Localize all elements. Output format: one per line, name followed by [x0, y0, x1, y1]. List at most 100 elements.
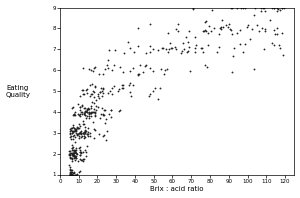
- Point: [77, 130, 82, 134]
- X-axis label: Brix : acid ratio: Brix : acid ratio: [150, 187, 204, 192]
- Point: [278, 47, 282, 50]
- Point: [75, 153, 80, 156]
- Point: [82, 148, 87, 152]
- Point: [74, 157, 78, 160]
- Point: [262, 28, 267, 31]
- Point: [67, 156, 72, 159]
- Point: [68, 153, 72, 156]
- Point: [74, 152, 79, 155]
- Point: [128, 46, 132, 49]
- Point: [158, 67, 163, 70]
- Point: [85, 107, 89, 110]
- Point: [73, 128, 78, 131]
- Point: [73, 130, 77, 133]
- Point: [72, 155, 77, 158]
- Point: [167, 48, 172, 51]
- Point: [104, 63, 109, 67]
- Point: [96, 93, 100, 96]
- Point: [92, 110, 97, 114]
- Point: [176, 30, 180, 33]
- Point: [80, 110, 85, 113]
- Point: [74, 133, 79, 136]
- Point: [88, 131, 93, 134]
- Point: [68, 127, 73, 130]
- Point: [85, 87, 90, 90]
- Point: [69, 152, 74, 155]
- Point: [84, 132, 89, 135]
- Point: [201, 50, 206, 53]
- Point: [274, 10, 279, 13]
- Point: [74, 127, 79, 130]
- Point: [71, 106, 76, 109]
- Point: [103, 68, 107, 71]
- Point: [67, 149, 72, 152]
- Point: [91, 91, 96, 94]
- Point: [92, 129, 97, 132]
- Point: [92, 85, 97, 88]
- Point: [67, 151, 72, 154]
- Point: [70, 135, 75, 138]
- Point: [95, 95, 100, 98]
- Point: [82, 107, 87, 110]
- Point: [78, 146, 83, 149]
- Point: [193, 35, 198, 38]
- Point: [81, 119, 86, 123]
- Point: [78, 170, 82, 173]
- Point: [119, 83, 124, 86]
- Point: [136, 27, 141, 30]
- Point: [130, 67, 135, 70]
- Point: [214, 51, 219, 54]
- Point: [83, 129, 88, 132]
- Point: [80, 131, 85, 134]
- Point: [81, 93, 86, 96]
- Point: [107, 113, 112, 116]
- Point: [91, 120, 96, 123]
- Point: [82, 106, 86, 109]
- Point: [94, 108, 98, 111]
- Point: [199, 47, 204, 50]
- Point: [110, 92, 115, 95]
- Point: [91, 101, 96, 104]
- Point: [142, 65, 147, 68]
- Point: [71, 155, 76, 158]
- Point: [212, 26, 217, 30]
- Point: [100, 107, 105, 110]
- Point: [100, 72, 105, 75]
- Point: [277, 8, 282, 11]
- Point: [104, 129, 109, 132]
- Point: [70, 131, 75, 135]
- Point: [79, 150, 84, 153]
- Point: [83, 89, 88, 92]
- Point: [92, 111, 97, 115]
- Point: [148, 44, 153, 47]
- Point: [274, 27, 279, 30]
- Point: [73, 146, 78, 149]
- Point: [92, 110, 97, 113]
- Point: [73, 173, 77, 176]
- Point: [68, 172, 73, 176]
- Point: [77, 127, 82, 130]
- Point: [219, 19, 224, 22]
- Point: [70, 152, 75, 155]
- Point: [73, 135, 77, 138]
- Point: [158, 86, 162, 89]
- Point: [78, 125, 83, 128]
- Point: [117, 87, 122, 90]
- Point: [67, 153, 72, 156]
- Point: [72, 151, 77, 154]
- Point: [87, 116, 92, 119]
- Point: [68, 129, 73, 132]
- Point: [113, 49, 118, 52]
- Point: [81, 157, 85, 160]
- Point: [69, 170, 74, 173]
- Point: [217, 27, 222, 30]
- Point: [73, 141, 77, 144]
- Point: [68, 168, 72, 171]
- Point: [79, 132, 83, 135]
- Y-axis label: Eating
Quality: Eating Quality: [5, 85, 30, 98]
- Point: [81, 132, 85, 135]
- Point: [120, 70, 125, 73]
- Point: [72, 148, 76, 151]
- Point: [70, 154, 75, 157]
- Point: [230, 6, 234, 9]
